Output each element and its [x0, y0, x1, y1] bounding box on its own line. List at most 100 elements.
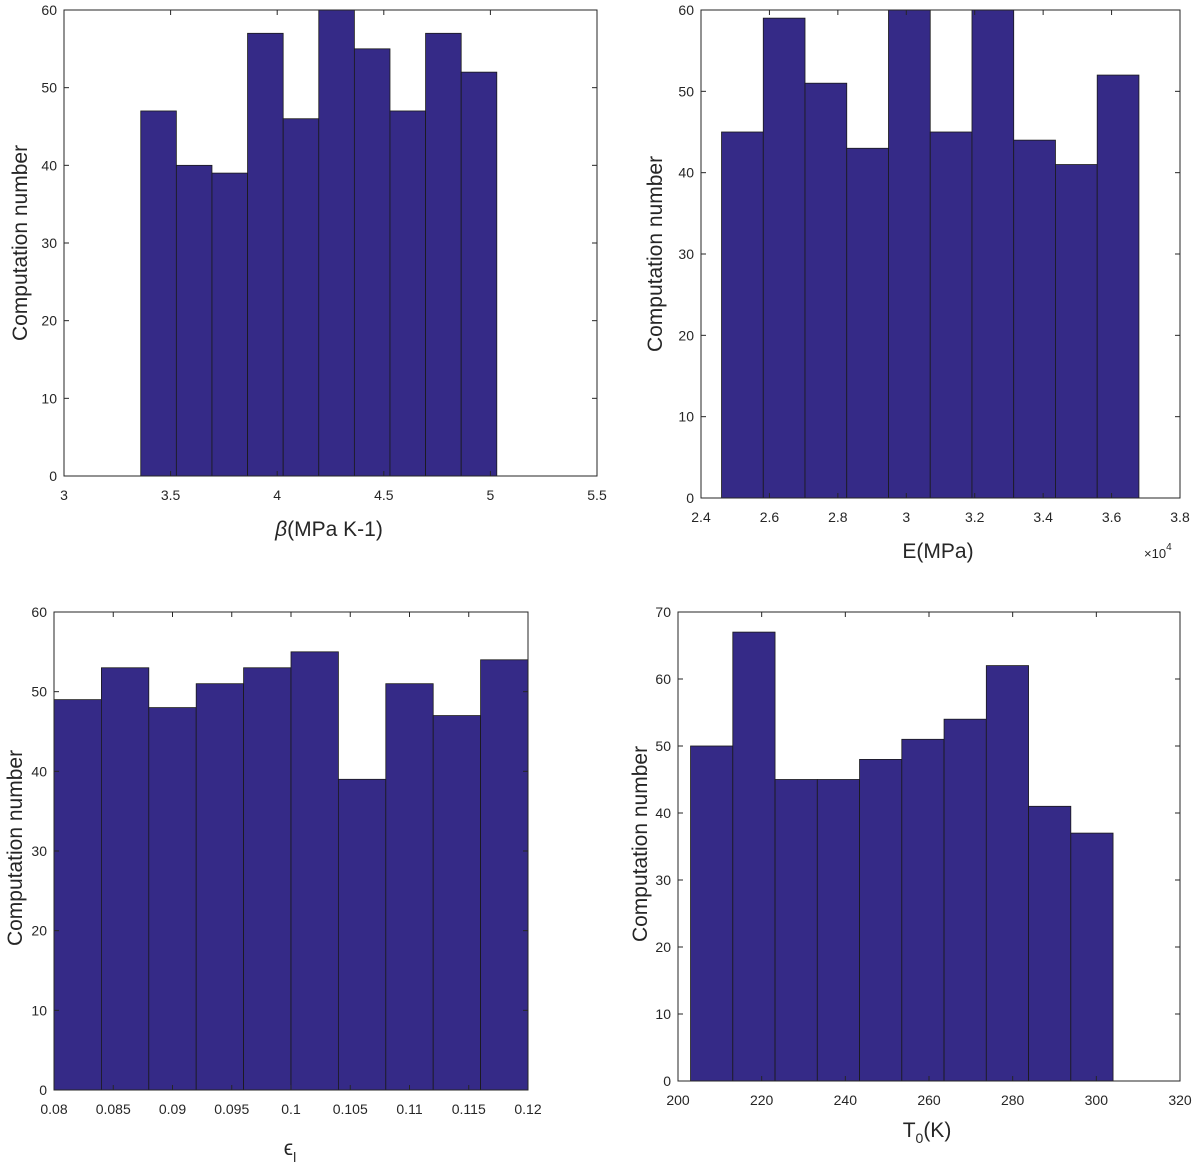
- x-tick-label: 0.095: [214, 1101, 249, 1117]
- histogram-bar: [1013, 139, 1056, 499]
- y-tick-label: 20: [41, 313, 57, 329]
- histogram-bar: [195, 683, 244, 1091]
- y-tick-label: 40: [655, 805, 671, 821]
- histogram-bar: [1096, 74, 1140, 499]
- x-tick-label: 2.6: [760, 509, 780, 525]
- histogram-bar: [804, 82, 848, 499]
- y-tick-label: 60: [655, 671, 671, 687]
- histogram-bar: [101, 667, 150, 1091]
- x-tick-label: 200: [666, 1092, 690, 1108]
- histogram-bar: [985, 665, 1029, 1082]
- x-tick-label: 4.5: [374, 487, 394, 503]
- y-tick-label: 40: [41, 157, 57, 173]
- histogram-bar: [1070, 832, 1114, 1082]
- y-tick-label: 50: [678, 83, 694, 99]
- histogram-bar: [859, 759, 903, 1082]
- histogram-bar: [247, 32, 284, 477]
- histogram-bar: [929, 131, 973, 499]
- histogram-e: 2.4 2.6 2.8 3 3.2 3.4 3.6 3.8 0 10 20 30 40 50 60 E(MP…: [644, 2, 1190, 563]
- y-tick-label: 50: [655, 738, 671, 754]
- histogram-beta: 3 3.5 4 4.5 5 5.5 0 10 20 30 40 50 60 β(MPa K-1) Com…: [9, 2, 607, 541]
- histogram-bar: [690, 745, 734, 1082]
- x-tick-label: 2.4: [691, 509, 711, 525]
- x-tick-label: 260: [917, 1092, 941, 1108]
- histogram-bar: [721, 131, 764, 499]
- x-tick-label: 0.11: [396, 1101, 422, 1117]
- histogram-bar: [432, 715, 482, 1091]
- histogram-bar: [774, 779, 818, 1082]
- x-tick-label: 3: [902, 509, 910, 525]
- x-axis-label: ϵl: [284, 1137, 296, 1165]
- histogram-bar: [732, 631, 776, 1082]
- histogram-bar: [282, 118, 320, 477]
- x-tick-label: 300: [1085, 1092, 1109, 1108]
- histogram-bar: [385, 683, 434, 1091]
- histogram-bar: [762, 17, 806, 499]
- x-tick-label: 240: [834, 1092, 858, 1108]
- x-axis-exponent: ×104: [1144, 542, 1172, 561]
- y-tick-label: 10: [41, 390, 57, 406]
- histogram-bar: [211, 172, 248, 477]
- histogram-bar: [290, 651, 339, 1091]
- x-tick-label: 3: [60, 487, 68, 503]
- y-tick-label: 40: [31, 763, 47, 779]
- x-tick-label: 0.105: [333, 1101, 368, 1117]
- x-tick-label: 220: [750, 1092, 774, 1108]
- histogram-bar: [480, 659, 529, 1091]
- histogram-bar: [460, 71, 498, 477]
- histogram-bar: [816, 779, 860, 1082]
- x-tick-label: 3.2: [965, 509, 985, 525]
- y-tick-label: 60: [678, 2, 694, 18]
- histogram-bar: [318, 9, 355, 477]
- y-tick-label: 60: [31, 604, 47, 620]
- y-tick-label: 60: [41, 2, 57, 18]
- y-tick-label: 50: [31, 684, 47, 700]
- y-tick-label: 50: [41, 80, 57, 96]
- histogram-bar: [337, 778, 387, 1091]
- histogram-bar: [943, 718, 987, 1082]
- y-axis-label: Computation number: [644, 156, 667, 352]
- histogram-bar: [425, 32, 462, 477]
- x-tick-label: 0.08: [40, 1101, 67, 1117]
- y-tick-label: 20: [31, 923, 47, 939]
- y-tick-label: 0: [663, 1073, 671, 1089]
- x-axis-label: E(MPa): [902, 540, 973, 563]
- x-tick-label: 3.5: [161, 487, 181, 503]
- x-tick-label: 3.6: [1102, 509, 1122, 525]
- y-tick-label: 0: [49, 468, 57, 484]
- x-tick-label: 5.5: [587, 487, 607, 503]
- x-axis-label: T0(K): [903, 1119, 952, 1146]
- x-tick-label: 280: [1001, 1092, 1025, 1108]
- histogram-bar: [353, 48, 391, 477]
- y-tick-label: 0: [39, 1082, 47, 1098]
- x-tick-label: 0.115: [452, 1101, 486, 1117]
- x-tick-label: 4: [273, 487, 281, 503]
- x-tick-label: 3.4: [1033, 509, 1053, 525]
- x-tick-label: 2.8: [828, 509, 848, 525]
- y-tick-label: 20: [655, 939, 671, 955]
- x-tick-label: 0.1: [281, 1101, 301, 1117]
- x-tick-label: 5: [487, 487, 495, 503]
- y-tick-label: 0: [686, 490, 694, 506]
- y-tick-label: 30: [31, 843, 47, 859]
- histogram-bar: [140, 110, 177, 477]
- y-tick-label: 10: [678, 409, 694, 425]
- histogram-bar: [175, 164, 213, 477]
- y-tick-label: 10: [655, 1006, 671, 1022]
- histogram-bar: [1055, 164, 1098, 499]
- histogram-bar: [389, 110, 426, 477]
- histogram-bar: [148, 707, 197, 1091]
- histogram-bar: [1028, 805, 1072, 1082]
- x-tick-label: 320: [1168, 1092, 1192, 1108]
- y-tick-label: 70: [655, 604, 671, 620]
- x-axis-label: β(MPa K-1): [274, 518, 383, 541]
- y-tick-label: 30: [655, 872, 671, 888]
- histogram-bar: [901, 738, 945, 1082]
- histogram-bar: [888, 9, 931, 499]
- histogram-t0: 200 220 240 260 280 300 320 0 10 20 30 40 50 60 70 T0(…: [629, 604, 1192, 1146]
- y-axis-label: Computation number: [629, 746, 652, 942]
- histogram-bar: [846, 147, 889, 499]
- y-axis-label: Computation number: [9, 145, 32, 341]
- x-tick-label: 0.09: [159, 1101, 186, 1117]
